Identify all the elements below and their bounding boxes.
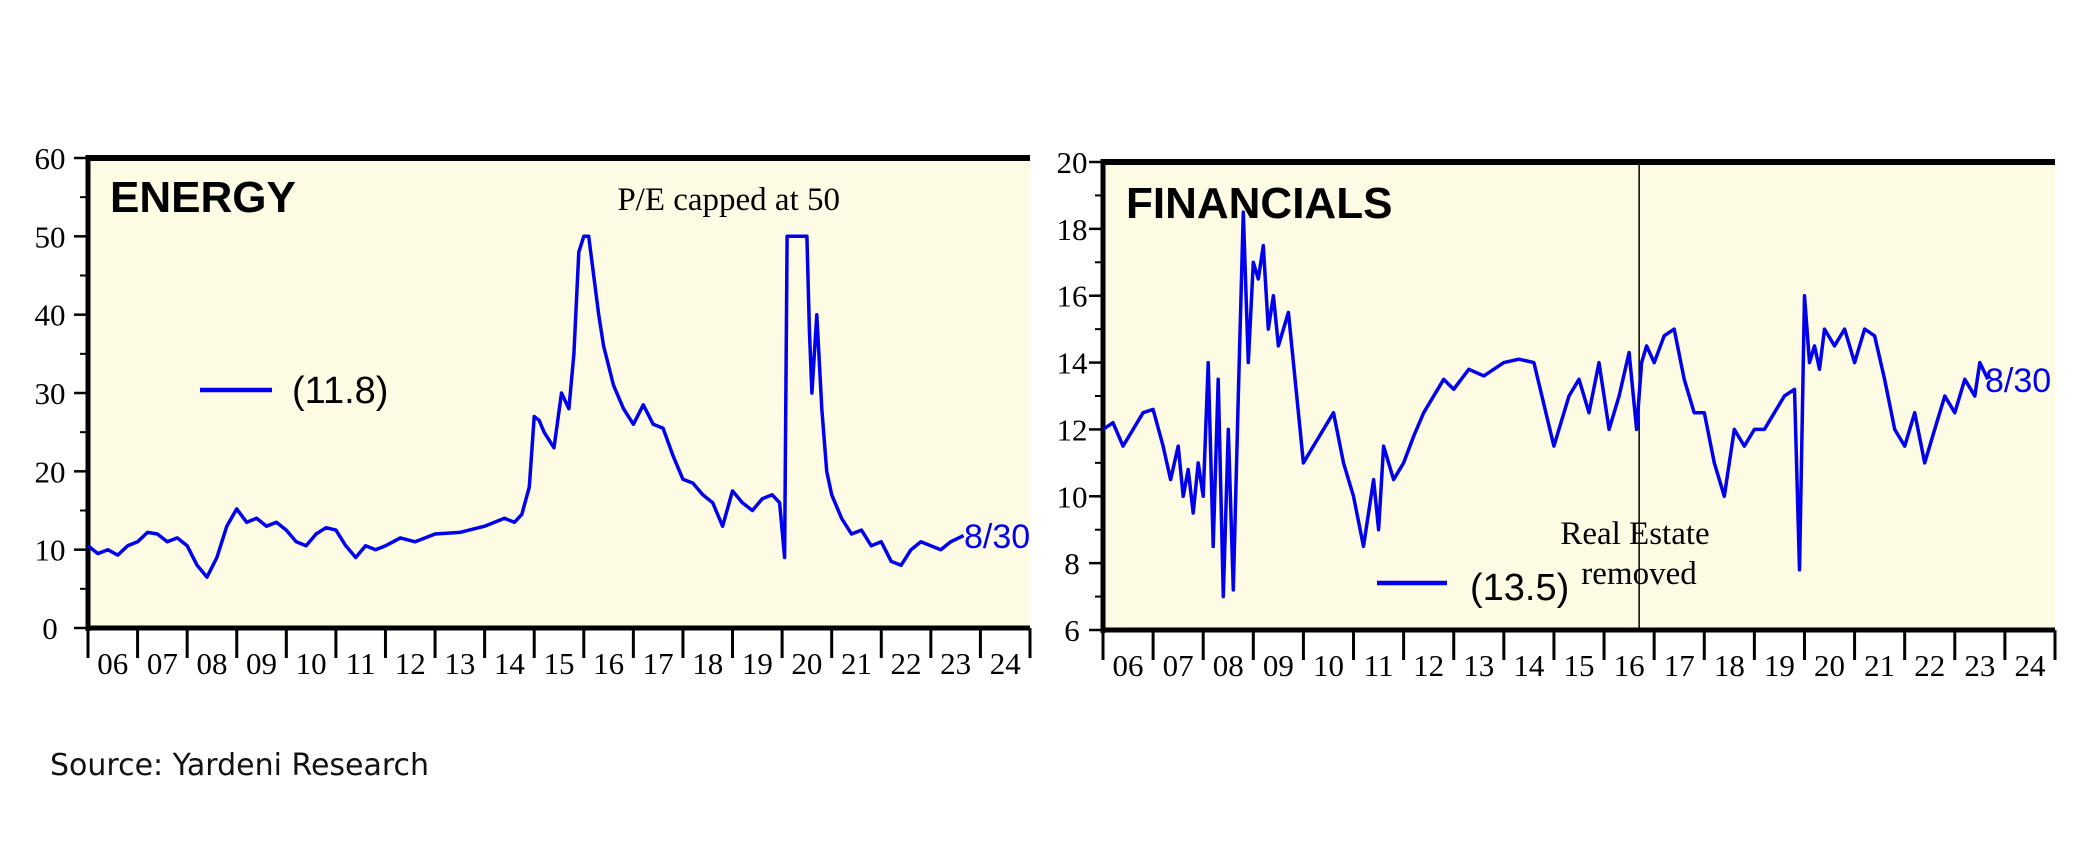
energy-legend-label: (11.8) xyxy=(292,370,388,412)
energy-y-tick-label: 50 xyxy=(35,219,66,254)
financials-x-tick-label: 06 xyxy=(1113,648,1144,683)
energy-x-tick-label: 22 xyxy=(891,646,922,681)
source-note: Source: Yardeni Research xyxy=(50,748,430,783)
financials-x-tick-label: 07 xyxy=(1163,648,1194,683)
energy-chart-title: ENERGY xyxy=(110,173,296,222)
financials-y-tick-label: 12 xyxy=(1057,412,1088,447)
energy-x-tick-label: 13 xyxy=(444,646,475,681)
financials-x-tick-label: 23 xyxy=(1964,648,1995,683)
energy-x-tick-label: 17 xyxy=(643,646,674,681)
financials-y-tick-label: 20 xyxy=(1057,145,1088,180)
financials-end-date-label: 8/30 xyxy=(1985,362,2051,400)
financials-x-tick-label: 14 xyxy=(1513,648,1545,683)
energy-x-tick-label: 18 xyxy=(692,646,723,681)
energy-annotation: P/E capped at 50 xyxy=(617,182,840,218)
energy-x-tick-label: 23 xyxy=(940,646,971,681)
energy-x-tick-label: 19 xyxy=(742,646,773,681)
energy-x-tick-label: 15 xyxy=(544,646,575,681)
energy-series-line xyxy=(86,234,965,579)
energy-x-tick-label: 21 xyxy=(841,646,872,681)
financials-x-tick-label: 19 xyxy=(1764,648,1795,683)
financials-x-tick-label: 12 xyxy=(1413,648,1444,683)
financials-x-tick-label: 16 xyxy=(1614,648,1645,683)
energy-x-tick-label: 11 xyxy=(346,646,376,681)
financials-y-tick-label: 14 xyxy=(1057,346,1089,381)
financials-x-tick-label: 24 xyxy=(2014,648,2046,683)
financials-x-tick-label: 09 xyxy=(1263,648,1294,683)
financials-x-tick-label: 10 xyxy=(1313,648,1344,683)
financials-plot-area xyxy=(1103,162,2055,630)
financials-x-tick-label: 22 xyxy=(1914,648,1945,683)
energy-x-tick-label: 06 xyxy=(97,646,128,681)
financials-annotation: Real Estate removed xyxy=(1560,516,1709,592)
energy-x-tick-label: 08 xyxy=(196,646,227,681)
financials-x-tick-label: 20 xyxy=(1814,648,1845,683)
energy-y-tick-label: 0 xyxy=(42,611,58,646)
financials-x-tick-label: 18 xyxy=(1714,648,1745,683)
financials-chart-title: FINANCIALS xyxy=(1126,179,1392,228)
financials-y-tick-label: 6 xyxy=(1064,613,1080,648)
financials-x-tick-label: 13 xyxy=(1463,648,1494,683)
financials-y-tick-label: 18 xyxy=(1057,212,1088,247)
financials-x-tick-label: 11 xyxy=(1364,648,1394,683)
energy-x-tick-label: 10 xyxy=(296,646,327,681)
financials-x-tick-label: 17 xyxy=(1664,648,1695,683)
energy-x-tick-label: 12 xyxy=(395,646,426,681)
energy-x-tick-label: 24 xyxy=(990,646,1022,681)
energy-y-tick-label: 60 xyxy=(35,141,66,176)
energy-x-tick-label: 20 xyxy=(791,646,822,681)
financials-y-tick-label: 8 xyxy=(1064,546,1080,581)
financials-series-line xyxy=(1102,210,1990,599)
energy-y-tick-label: 40 xyxy=(35,298,66,333)
financials-x-tick-label: 15 xyxy=(1564,648,1595,683)
energy-chart: 0 10 20 30 40 50 60 06 07 08 09 10 11 12 13 14 15 16 17 18 1… xyxy=(35,141,1032,681)
energy-y-tick-label: 30 xyxy=(35,376,66,411)
energy-end-date-label: 8/30 xyxy=(964,518,1030,556)
financials-y-tick-label: 16 xyxy=(1057,279,1088,314)
energy-plot-area xyxy=(88,158,1030,628)
energy-y-tick-label: 20 xyxy=(35,454,66,489)
financials-x-tick-label: 08 xyxy=(1213,648,1244,683)
financials-x-tick-label: 21 xyxy=(1864,648,1895,683)
financials-chart: 6 8 10 12 14 16 18 20 06 07 08 09 10 11 12 13 14 15 16 17 18… xyxy=(1057,145,2057,683)
financials-y-tick-label: 10 xyxy=(1057,479,1088,514)
energy-y-tick-label: 10 xyxy=(35,533,66,568)
energy-x-tick-label: 16 xyxy=(593,646,624,681)
energy-x-tick-label: 14 xyxy=(494,646,526,681)
energy-x-tick-label: 09 xyxy=(246,646,277,681)
energy-x-tick-label: 07 xyxy=(147,646,178,681)
financials-legend-label: (13.5) xyxy=(1470,567,1569,609)
